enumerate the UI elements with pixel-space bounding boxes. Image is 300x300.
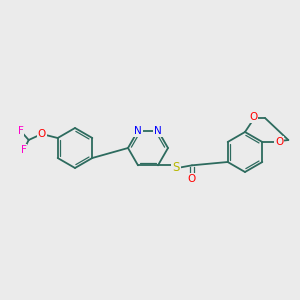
Text: F: F xyxy=(18,126,24,136)
Text: O: O xyxy=(188,174,196,184)
Text: O: O xyxy=(249,112,257,122)
Text: F: F xyxy=(21,145,27,155)
Text: O: O xyxy=(275,137,284,147)
Text: S: S xyxy=(172,161,180,174)
Text: N: N xyxy=(154,126,162,136)
Text: O: O xyxy=(38,129,46,139)
Text: N: N xyxy=(134,126,142,136)
